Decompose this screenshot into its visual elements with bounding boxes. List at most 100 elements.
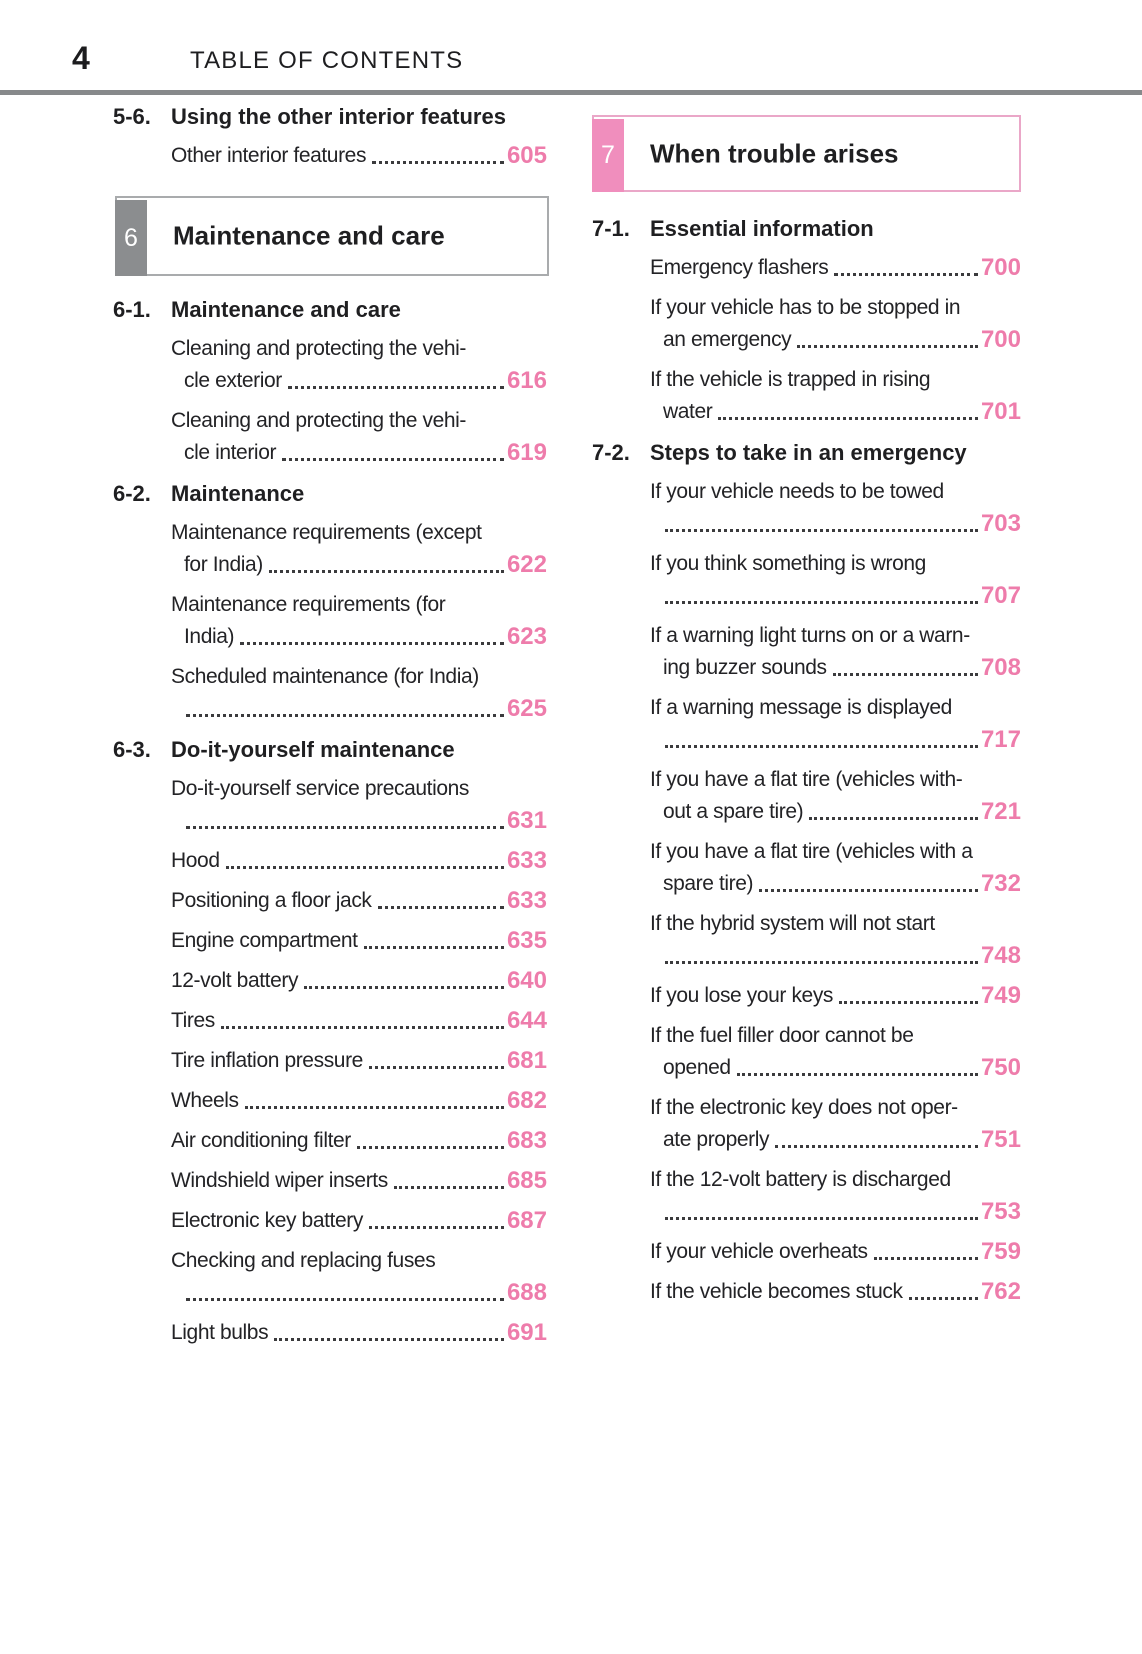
section-entries: If your vehicle needs to be towed 703 If y… bbox=[592, 476, 1021, 1308]
dot-leader bbox=[368, 1226, 504, 1229]
entry-text: 12-volt battery bbox=[171, 969, 299, 992]
header-rule bbox=[0, 90, 1142, 95]
entry-page-number: 700 bbox=[980, 326, 1021, 353]
toc-entry: Wheels 682 bbox=[171, 1085, 547, 1117]
entry-text-line: Cleaning and protecting the vehi- bbox=[171, 409, 467, 432]
entry-text-line: If a warning light turns on or a warn- bbox=[650, 624, 970, 647]
entry-page-number: 619 bbox=[506, 439, 547, 466]
entry-last-line: spare tire) 732 bbox=[650, 868, 1021, 900]
toc-section-5-6: 5-6. Using the other interior features Oth… bbox=[113, 100, 547, 172]
entry-page-number: 749 bbox=[980, 982, 1021, 1009]
toc-entry: If the fuel filler door cannot be opened 7… bbox=[650, 1020, 1021, 1084]
entry-text: India) bbox=[184, 625, 235, 648]
entry-last-line: Positioning a floor jack 633 bbox=[171, 885, 547, 917]
entry-last-line: Windshield wiper inserts 685 bbox=[171, 1165, 547, 1197]
entry-last-line: 631 bbox=[171, 805, 547, 837]
toc-entry: Checking and replacing fuses 688 bbox=[171, 1245, 547, 1309]
entry-last-line: an emergency 700 bbox=[650, 324, 1021, 356]
toc-section-7-2: 7-2. Steps to take in an emergency If your… bbox=[592, 436, 1021, 1308]
entry-text-line: If your vehicle has to be stopped in bbox=[650, 296, 961, 319]
entry-text-line: Cleaning and protecting the vehi- bbox=[171, 337, 467, 360]
entry-text-line: If the electronic key does not oper- bbox=[650, 1096, 958, 1119]
entry-last-line: cle interior 619 bbox=[171, 437, 547, 469]
section-entries: Do-it-yourself service precautions 631 Hoo… bbox=[113, 773, 547, 1349]
entry-page-number: 605 bbox=[506, 142, 547, 169]
entry-last-line: If your vehicle overheats 759 bbox=[650, 1236, 1021, 1268]
entry-last-line: cle exterior 616 bbox=[171, 365, 547, 397]
entry-text: opened bbox=[663, 1056, 731, 1079]
section-entries: Emergency flashers 700 If your vehicle has… bbox=[592, 252, 1021, 428]
entry-text-line: If you think something is wrong bbox=[650, 552, 926, 575]
entry-last-line: Other interior features 605 bbox=[171, 140, 547, 172]
entry-page-number: 685 bbox=[506, 1167, 547, 1194]
entry-text: ing buzzer sounds bbox=[663, 656, 827, 679]
entry-last-line: 625 bbox=[171, 693, 547, 725]
dot-leader bbox=[220, 1026, 504, 1029]
dot-leader bbox=[908, 1297, 978, 1300]
toc-entry: Tire inflation pressure 681 bbox=[171, 1045, 547, 1077]
section-heading: 6-3. Do-it-yourself maintenance bbox=[113, 733, 547, 767]
dot-leader bbox=[393, 1186, 504, 1189]
entry-page-number: 682 bbox=[506, 1087, 547, 1114]
entry-last-line: India) 623 bbox=[171, 621, 547, 653]
entry-text: water bbox=[663, 400, 713, 423]
entry-text: Positioning a floor jack bbox=[171, 889, 372, 912]
dot-leader bbox=[665, 601, 978, 604]
entry-page-number: 762 bbox=[980, 1278, 1021, 1305]
entry-page-number: 691 bbox=[506, 1319, 547, 1346]
section-heading: 6-2. Maintenance bbox=[113, 477, 547, 511]
entry-text: Tire inflation pressure bbox=[171, 1049, 363, 1072]
dot-leader bbox=[665, 745, 978, 748]
section-label: 7-1. bbox=[592, 216, 630, 241]
dot-leader bbox=[372, 161, 504, 164]
dot-leader bbox=[225, 866, 504, 869]
entry-text: Hood bbox=[171, 849, 220, 872]
toc-section-6-3: 6-3. Do-it-yourself maintenance Do-it-your… bbox=[113, 733, 547, 1349]
section-title: Steps to take in an emergency bbox=[650, 440, 967, 465]
entry-text-line: If you have a flat tire (vehicles with- bbox=[650, 768, 963, 791]
chapter-6-box: 6 Maintenance and care bbox=[115, 196, 549, 276]
entry-text: Light bulbs bbox=[171, 1321, 269, 1344]
dot-leader bbox=[356, 1146, 504, 1149]
entry-text: If the vehicle becomes stuck bbox=[650, 1280, 903, 1303]
entry-last-line: 717 bbox=[650, 724, 1021, 756]
entry-last-line: 703 bbox=[650, 508, 1021, 540]
toc-entry: Do-it-yourself service precautions 631 bbox=[171, 773, 547, 837]
dot-leader bbox=[665, 1217, 978, 1220]
entry-page-number: 701 bbox=[980, 398, 1021, 425]
entry-page-number: 700 bbox=[980, 254, 1021, 281]
toc-entry: Maintenance requirements (except for Indi… bbox=[171, 517, 547, 581]
entry-page-number: 631 bbox=[506, 807, 547, 834]
entry-text-line: If the fuel filler door cannot be bbox=[650, 1024, 914, 1047]
toc-entry: Engine compartment 635 bbox=[171, 925, 547, 957]
toc-entry: Hood 633 bbox=[171, 845, 547, 877]
entry-text: Air conditioning filter bbox=[171, 1129, 351, 1152]
section-label: 5-6. bbox=[113, 104, 151, 129]
toc-entry: If the 12-volt battery is discharged 753 bbox=[650, 1164, 1021, 1228]
entry-page-number: 644 bbox=[506, 1007, 547, 1034]
section-entries: Other interior features 605 bbox=[113, 140, 547, 172]
entry-last-line: for India) 622 bbox=[171, 549, 547, 581]
entry-page-number: 625 bbox=[506, 695, 547, 722]
entry-text-line: Scheduled maintenance (for India) bbox=[171, 665, 479, 688]
entry-text-line: If your vehicle needs to be towed bbox=[650, 480, 944, 503]
toc-entry: Air conditioning filter 683 bbox=[171, 1125, 547, 1157]
toc-entry: If your vehicle needs to be towed 703 bbox=[650, 476, 1021, 540]
toc-entry: Electronic key battery 687 bbox=[171, 1205, 547, 1237]
entry-page-number: 633 bbox=[506, 847, 547, 874]
toc-entry: 12-volt battery 640 bbox=[171, 965, 547, 997]
entry-text: If your vehicle overheats bbox=[650, 1240, 868, 1263]
entry-page-number: 707 bbox=[980, 582, 1021, 609]
entry-page-number: 633 bbox=[506, 887, 547, 914]
entry-text: ate properly bbox=[663, 1128, 770, 1151]
toc-section-6-2: 6-2. Maintenance Maintenance requirements … bbox=[113, 477, 547, 725]
entry-text-line: Maintenance requirements (for bbox=[171, 593, 446, 616]
toc-section-6-1: 6-1. Maintenance and care Cleaning and pro… bbox=[113, 293, 547, 469]
entry-page-number: 687 bbox=[506, 1207, 547, 1234]
toc-entry: Cleaning and protecting the vehi-cle ext… bbox=[171, 333, 547, 397]
dot-leader bbox=[775, 1145, 978, 1148]
entry-last-line: ate properly 751 bbox=[650, 1124, 1021, 1156]
dot-leader bbox=[665, 961, 978, 964]
entry-text: Wheels bbox=[171, 1089, 239, 1112]
entry-page-number: 717 bbox=[980, 726, 1021, 753]
